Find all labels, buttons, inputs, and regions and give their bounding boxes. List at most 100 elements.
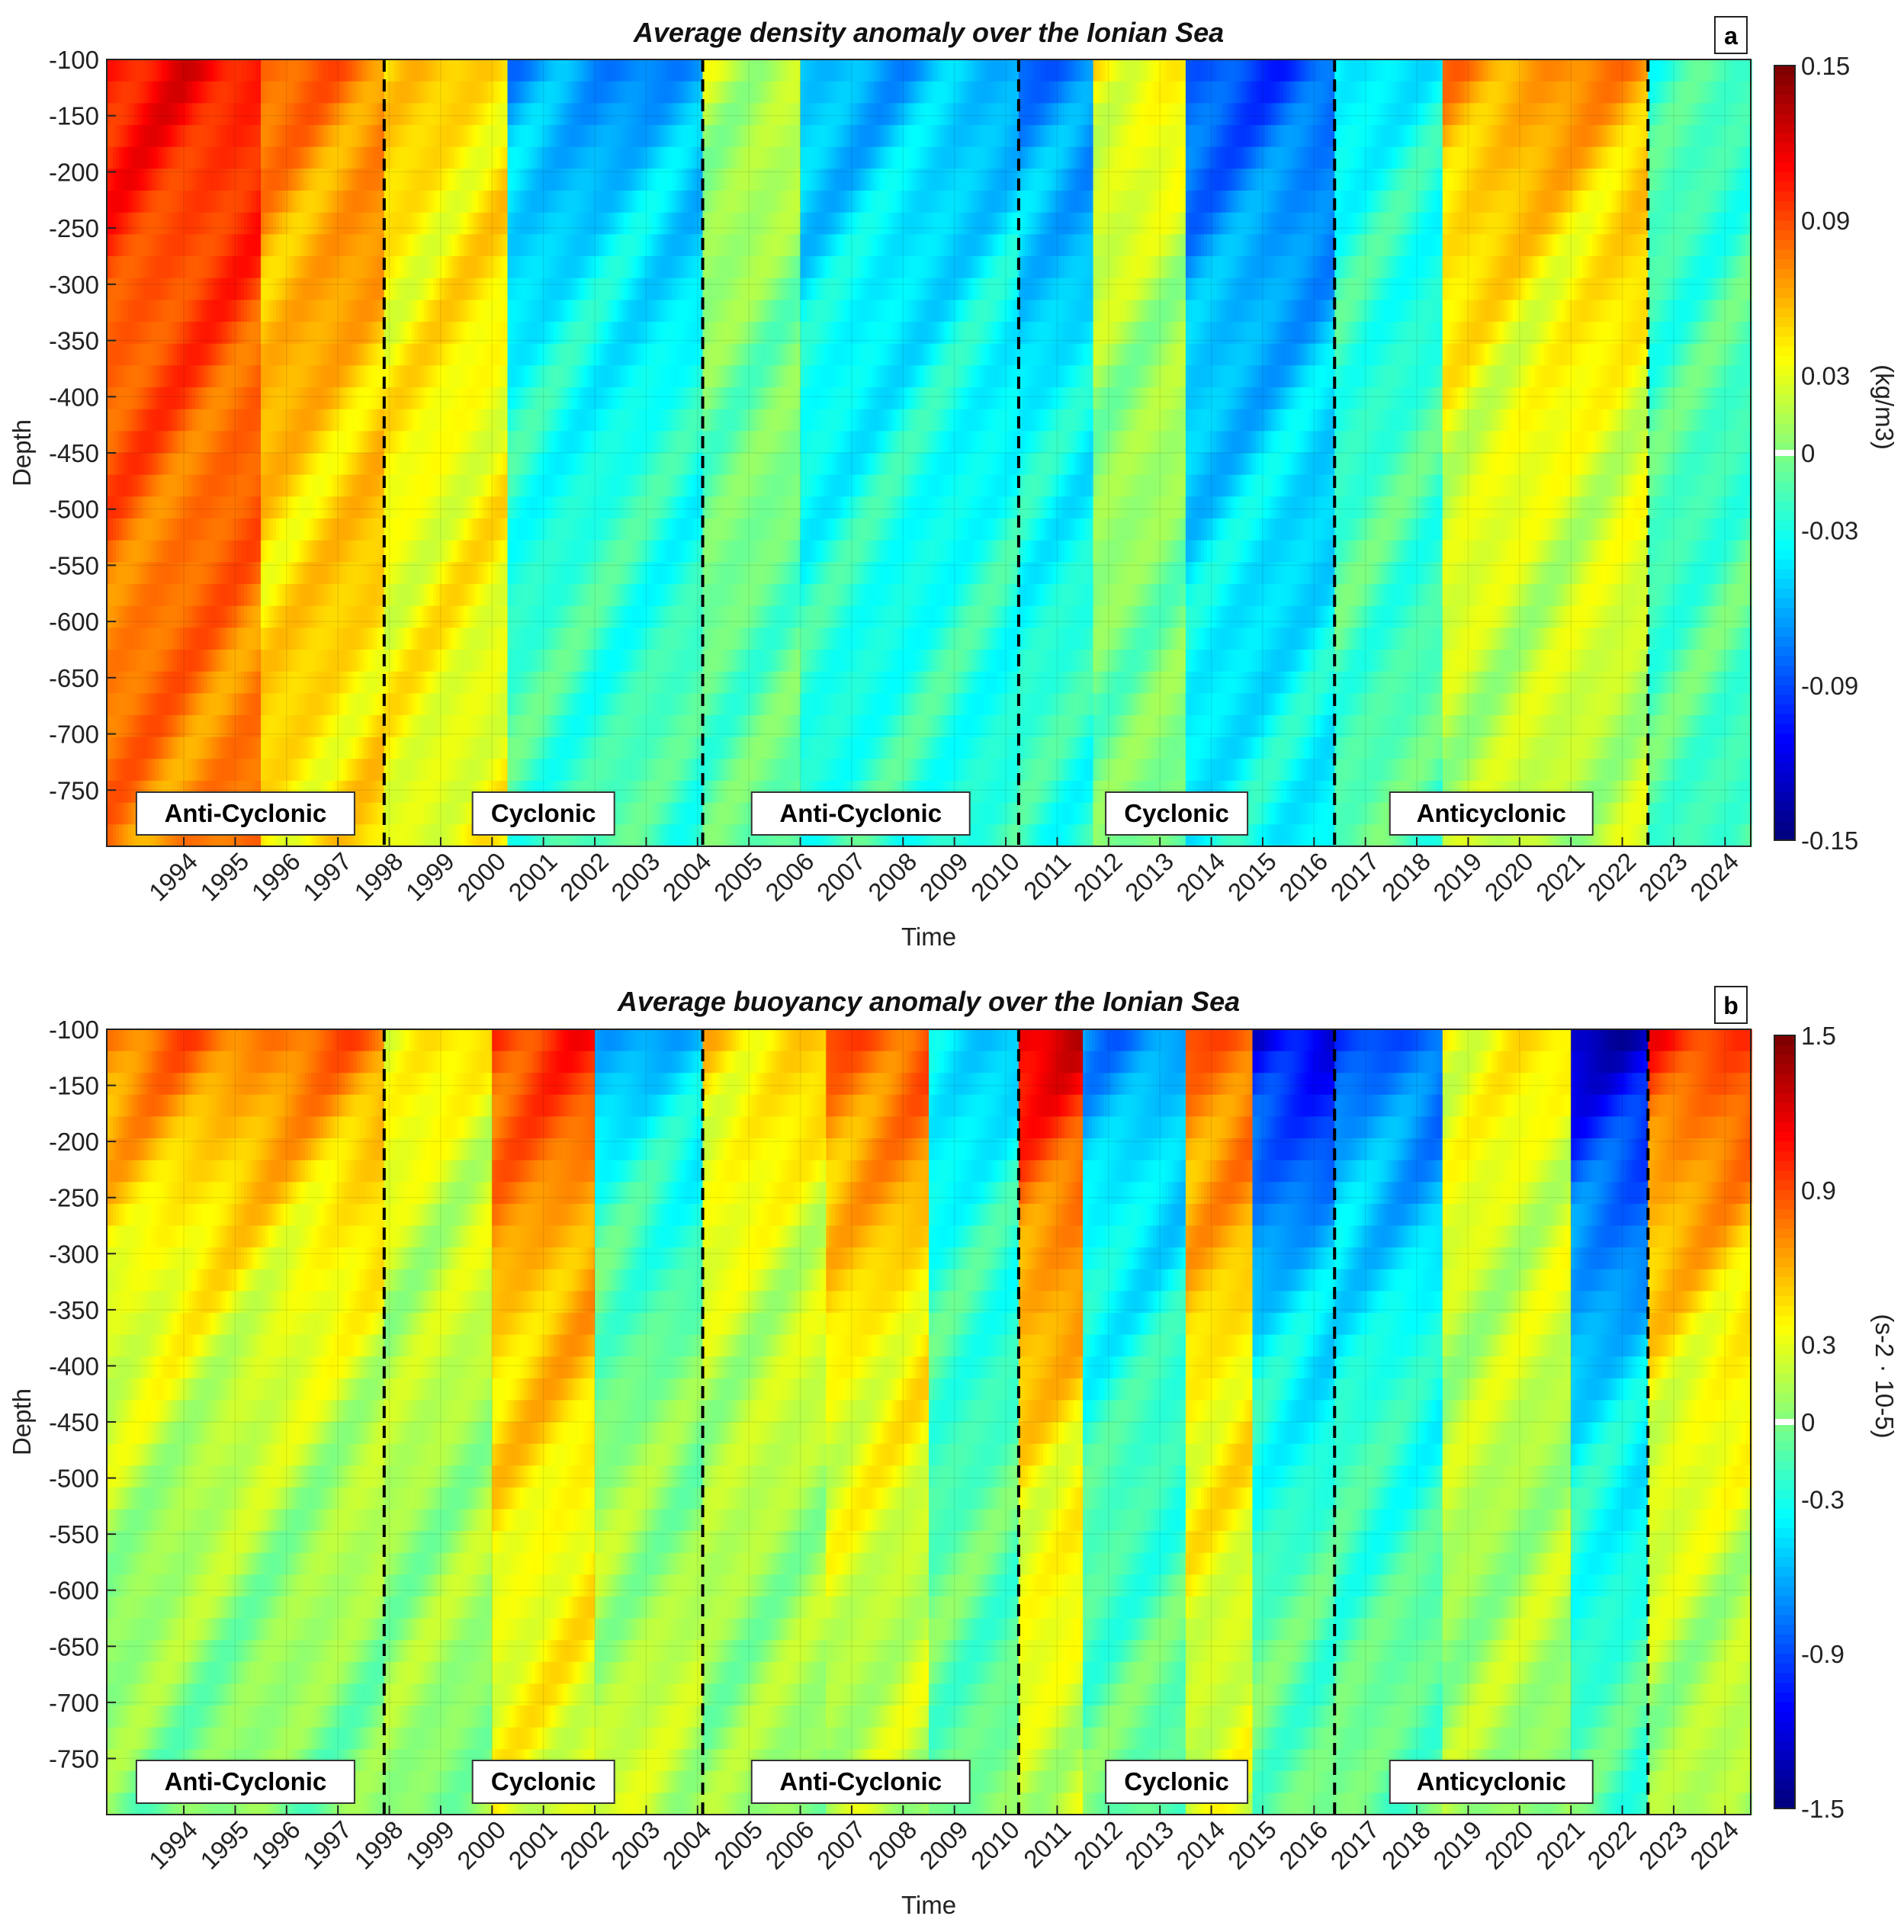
heat-cell [400, 256, 403, 278]
heat-cell [371, 365, 374, 387]
heat-cell [247, 103, 251, 125]
heat-cell [177, 278, 181, 300]
heat-cell [424, 650, 428, 672]
heat-cell [377, 103, 380, 125]
heat-cell [273, 125, 277, 147]
heat-cell [346, 759, 350, 781]
heat-cell [297, 672, 301, 694]
heat-cell [253, 234, 257, 256]
heat-cell [508, 125, 512, 147]
heat-cell [113, 278, 117, 300]
heat-cell [393, 213, 397, 235]
heat-cell [253, 82, 257, 104]
heat-cell [377, 234, 380, 256]
heat-cell [403, 781, 406, 803]
heat-cell [116, 584, 120, 606]
heat-cell [430, 584, 434, 606]
heat-cell [171, 737, 175, 759]
heat-cell [143, 672, 147, 694]
heat-cell [270, 759, 274, 781]
heat-cell [143, 125, 147, 147]
heat-cell [294, 82, 298, 104]
heat-cell [238, 125, 242, 147]
heat-cell [220, 278, 223, 300]
heat-cell [454, 496, 458, 518]
heat-cell [328, 82, 332, 104]
heat-cell [143, 693, 147, 715]
heat-cell [149, 693, 153, 715]
heat-cell [458, 518, 461, 541]
heat-cell [159, 300, 162, 322]
heat-cell [276, 147, 280, 169]
heat-cell [464, 693, 467, 715]
heat-cell [503, 650, 507, 672]
heat-cell [307, 365, 310, 387]
heat-cell [482, 234, 486, 256]
heat-cell [180, 387, 184, 409]
heat-cell [267, 278, 271, 300]
heat-cell [371, 475, 374, 497]
heat-cell [511, 584, 515, 606]
heat-cell [400, 672, 403, 694]
heat-cell [390, 518, 394, 541]
heat-cell [241, 82, 245, 104]
heat-cell [210, 59, 214, 82]
heat-cell [162, 693, 165, 715]
heat-cell [482, 541, 486, 563]
heat-cell [125, 278, 129, 300]
heat-cell [316, 627, 319, 650]
heat-cell [424, 191, 428, 213]
heat-cell [397, 103, 400, 125]
heat-cell [454, 781, 458, 803]
heat-cell [409, 147, 413, 169]
heat-cell [171, 387, 175, 409]
heat-cell [207, 365, 211, 387]
heat-cell [430, 781, 434, 803]
heat-cell [485, 627, 489, 650]
heat-cell [491, 431, 495, 453]
heat-cell [174, 365, 178, 387]
heat-cell [482, 672, 486, 694]
heat-cell [442, 300, 446, 322]
heat-cell [430, 475, 434, 497]
heat-cell [229, 737, 233, 759]
heat-cell [174, 584, 178, 606]
heat-cell [479, 278, 483, 300]
heat-cell [238, 278, 242, 300]
heat-cell [442, 256, 446, 278]
heat-cell [491, 672, 495, 694]
heat-cell [349, 584, 353, 606]
heat-cell [250, 191, 254, 213]
heat-cell [110, 453, 114, 475]
heat-cell [500, 606, 504, 628]
heat-cell [210, 737, 214, 759]
heat-cell [397, 496, 400, 518]
heat-cell [153, 650, 156, 672]
heat-cell [415, 365, 419, 387]
heat-cell [143, 278, 147, 300]
heat-cell [210, 256, 214, 278]
heat-cell [214, 606, 217, 628]
heat-cell [334, 584, 338, 606]
heat-cell [195, 431, 199, 453]
heat-cell [159, 213, 162, 235]
heat-cell [418, 650, 422, 672]
heat-cell [119, 431, 123, 453]
heat-cell [270, 409, 274, 432]
heat-cell [421, 803, 425, 825]
heat-cell [244, 627, 248, 650]
heat-cell [361, 59, 365, 82]
heat-cell [355, 453, 359, 475]
heat-cell [297, 103, 301, 125]
heat-cell [113, 693, 117, 715]
heat-cell [400, 191, 403, 213]
heat-cell [217, 256, 220, 278]
heat-cell [264, 278, 268, 300]
heat-cell [291, 627, 295, 650]
heat-cell [491, 387, 495, 409]
heat-cell [134, 693, 138, 715]
heat-cell [430, 213, 434, 235]
heat-cell [334, 453, 338, 475]
heat-cell [494, 627, 498, 650]
heat-cell [514, 693, 518, 715]
